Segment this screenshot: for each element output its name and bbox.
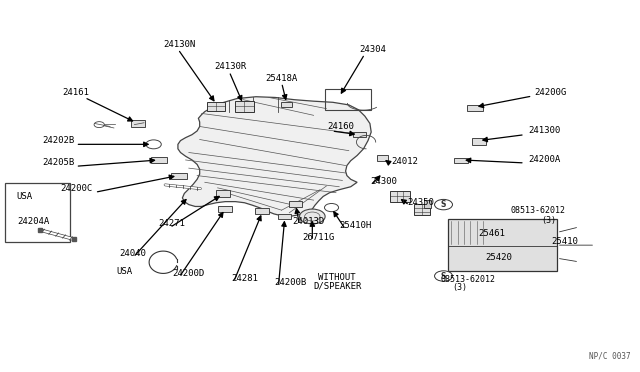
Circle shape — [435, 271, 452, 281]
Bar — [207, 102, 225, 111]
Bar — [278, 214, 291, 219]
Bar — [218, 206, 232, 212]
Bar — [235, 101, 254, 112]
Bar — [467, 105, 483, 111]
Text: WITHOUT: WITHOUT — [319, 273, 356, 282]
Bar — [5, 183, 70, 242]
Circle shape — [300, 209, 325, 224]
Text: 08513-62012: 08513-62012 — [510, 206, 565, 215]
Text: 24271: 24271 — [158, 219, 185, 228]
Bar — [377, 155, 388, 161]
Text: USA: USA — [16, 192, 33, 201]
Text: 25410: 25410 — [551, 237, 578, 246]
Text: 24200G: 24200G — [534, 88, 566, 97]
Text: 24205B: 24205B — [43, 158, 75, 167]
Bar — [390, 191, 410, 202]
Text: 25420: 25420 — [486, 253, 513, 262]
Text: 24281: 24281 — [231, 274, 258, 283]
Bar — [131, 120, 145, 127]
Text: 24013D: 24013D — [292, 217, 324, 226]
Text: 08513-62012: 08513-62012 — [441, 275, 496, 283]
Text: USA: USA — [116, 267, 133, 276]
Text: NP/C 0037: NP/C 0037 — [589, 352, 630, 361]
Text: 24161: 24161 — [62, 88, 89, 97]
Bar — [353, 132, 366, 137]
Text: 24300: 24300 — [371, 177, 397, 186]
Bar — [448, 219, 557, 271]
Text: 24200B: 24200B — [275, 278, 307, 287]
Text: 25410H: 25410H — [340, 221, 372, 230]
Bar — [281, 102, 292, 107]
Bar — [472, 138, 486, 144]
Text: 24200C: 24200C — [61, 184, 93, 193]
Text: 26711G: 26711G — [303, 233, 335, 242]
Polygon shape — [178, 97, 371, 217]
Bar — [325, 89, 371, 110]
Text: 24130R: 24130R — [214, 62, 246, 71]
Text: 241300: 241300 — [528, 126, 560, 135]
Text: 24130N: 24130N — [163, 40, 195, 49]
Bar — [415, 204, 431, 215]
Bar — [289, 201, 302, 207]
Text: (3): (3) — [452, 283, 467, 292]
Bar — [216, 190, 230, 197]
Text: 24200A: 24200A — [528, 155, 560, 164]
Text: S: S — [441, 200, 446, 209]
Text: 24012: 24012 — [391, 157, 418, 166]
Text: S: S — [441, 272, 446, 280]
Text: 24350: 24350 — [408, 198, 435, 207]
Text: 24160: 24160 — [328, 122, 355, 131]
Text: 25418A: 25418A — [266, 74, 298, 83]
Circle shape — [435, 199, 452, 210]
Bar — [424, 200, 431, 208]
Text: 24200D: 24200D — [173, 269, 205, 278]
Bar — [255, 208, 269, 214]
Text: 24304: 24304 — [359, 45, 386, 54]
Text: 25461: 25461 — [478, 229, 505, 238]
Text: 24204A: 24204A — [17, 217, 49, 226]
Text: 24040: 24040 — [120, 249, 147, 258]
Bar — [454, 158, 468, 163]
Text: D/SPEAKER: D/SPEAKER — [313, 281, 362, 290]
Bar — [151, 157, 167, 163]
Text: 24202B: 24202B — [43, 136, 75, 145]
Bar — [172, 173, 188, 179]
Text: (3): (3) — [541, 216, 557, 225]
